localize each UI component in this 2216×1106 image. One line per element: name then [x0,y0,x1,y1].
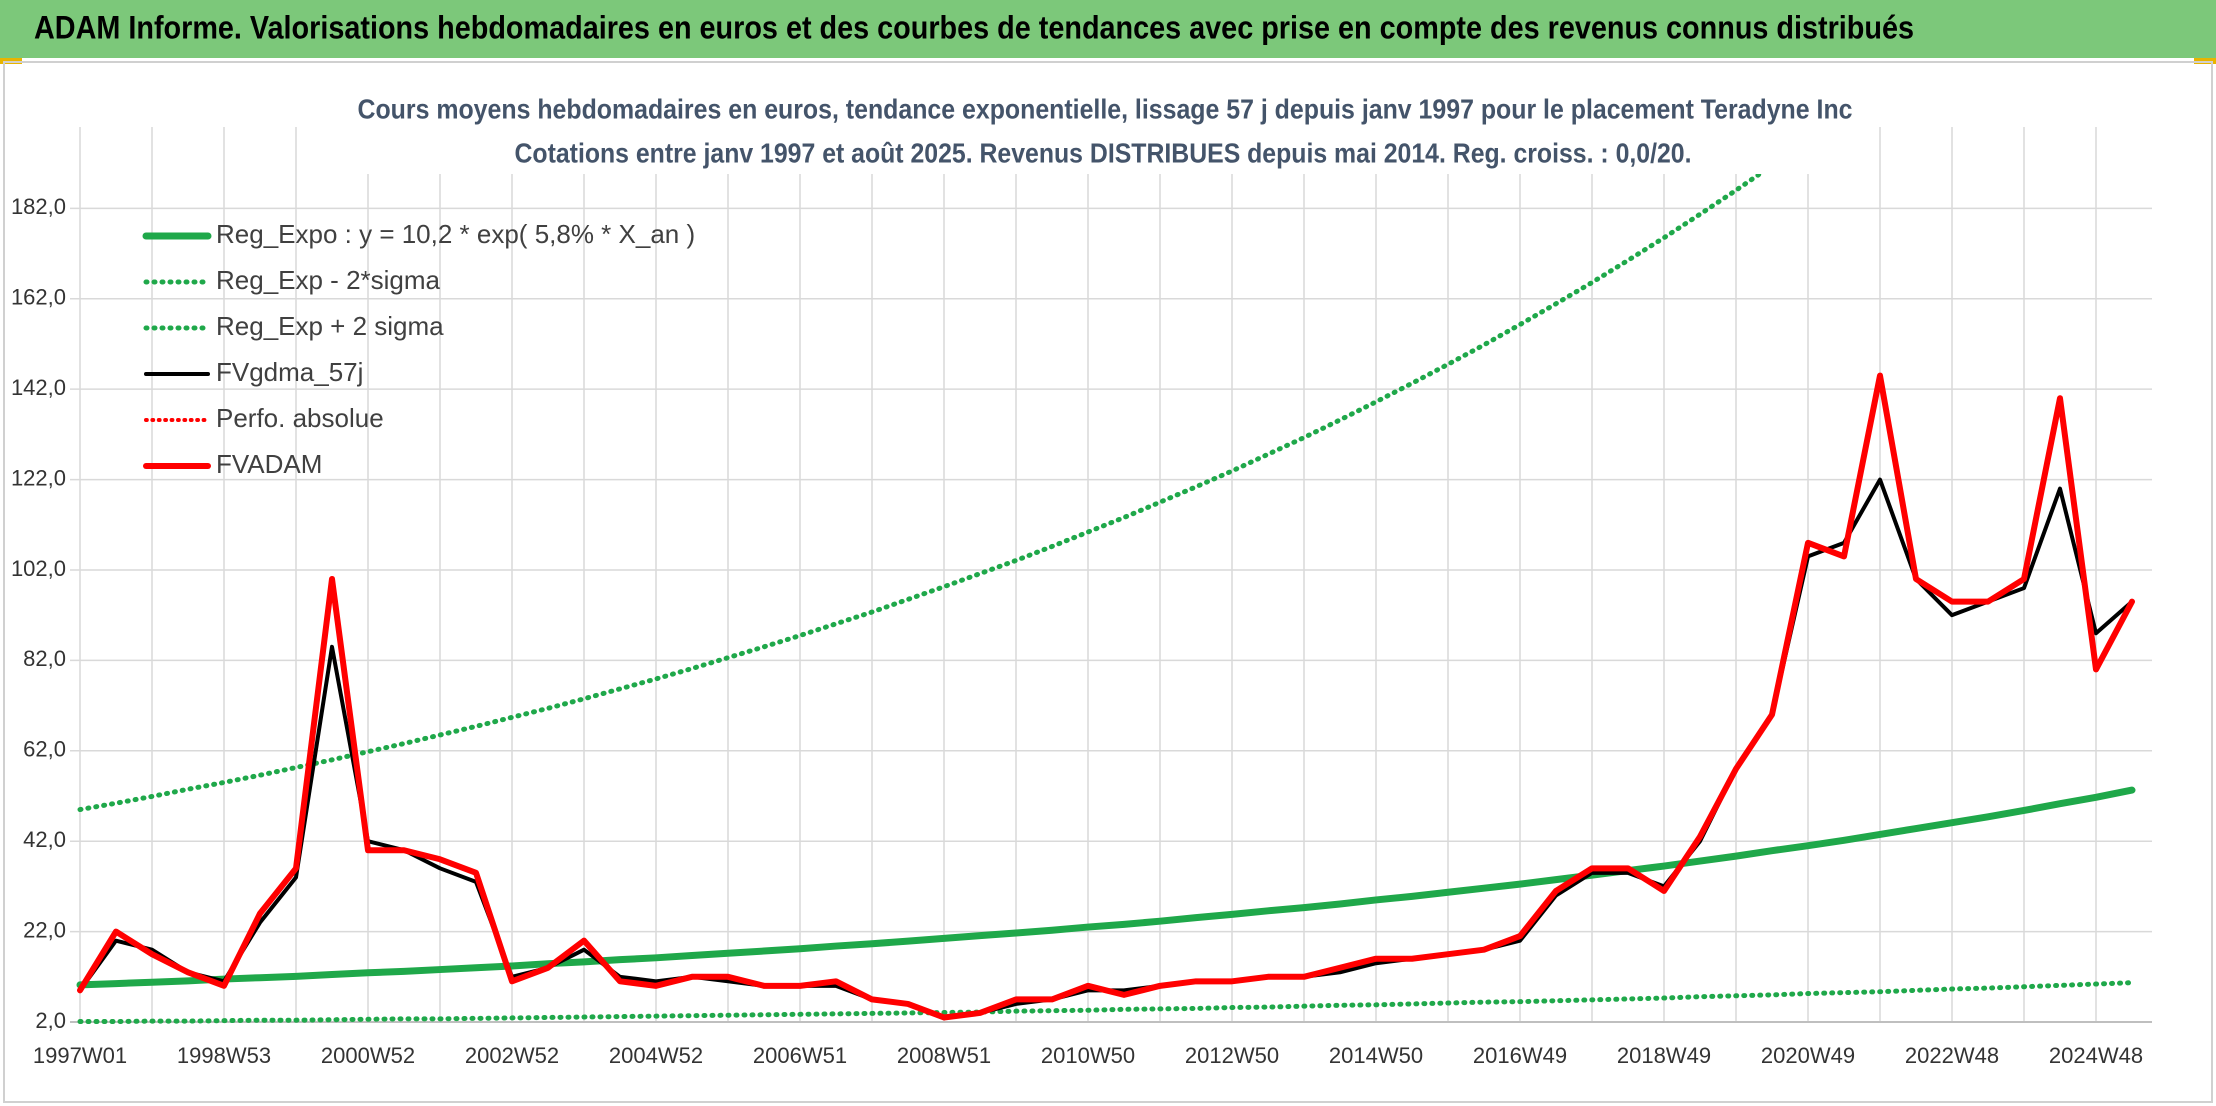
header: ADAM Informe. Valorisations hebdomadaire… [34,9,1914,45]
y-tick-label: 82,0 [23,646,66,671]
x-tick-label: 2006W51 [753,1043,847,1068]
x-tick-label: 2004W52 [609,1043,703,1068]
x-tick-label: 2022W48 [1905,1043,1999,1068]
y-tick-label: 182,0 [11,194,66,219]
x-tick-label: 2024W48 [2049,1043,2143,1068]
title-box [350,90,1860,174]
y-tick-label: 162,0 [11,285,66,310]
header-bar [0,0,2216,58]
x-tick-label: 1998W53 [177,1043,271,1068]
y-tick-label: 102,0 [11,556,66,581]
chart-title: Cours moyens hebdomadaires en euros, ten… [358,93,1853,124]
series-line [76,786,2136,989]
x-tick-label: 2014W50 [1329,1043,1423,1068]
plot: 1997W01 1998W53 2000W52 2002W52 2004W52 2006W… [11,127,2152,1068]
legend-label: FVADAM [216,449,322,479]
legend: Reg_Expo : y = 10,2 * exp( 5,8% * X_an )… [142,219,695,479]
y-tick-label: 22,0 [23,917,66,942]
y-tick-label: 2,0 [35,1008,66,1033]
y-tick-label: 42,0 [23,827,66,852]
legend-label: Reg_Exp + 2 sigma [216,311,444,341]
y-tick-label: 122,0 [11,465,66,490]
x-tick-label: 2008W51 [897,1043,991,1068]
legend-label: Perfo. absolue [216,403,384,433]
legend-label: Reg_Expo : y = 10,2 * exp( 5,8% * X_an ) [216,219,695,249]
legend-label: FVgdma_57j [216,357,363,387]
x-tick-label: 2012W50 [1185,1043,1279,1068]
chart-subtitle: Cotations entre janv 1997 et août 2025. … [515,137,1692,168]
legend-label: Reg_Exp - 2*sigma [216,265,441,295]
frame [3,61,2213,1103]
x-tick-label: 2018W49 [1617,1043,1711,1068]
x-tick-label: 2000W52 [321,1043,415,1068]
y-tick-label: 62,0 [23,737,66,762]
x-tick-label: 2010W50 [1041,1043,1135,1068]
x-tick-label: 2016W49 [1473,1043,1567,1068]
x-tick-label: 1997W01 [33,1043,127,1068]
series-line [77,372,2135,1021]
x-tick-label: 2020W49 [1761,1043,1855,1068]
y-tick-label: 142,0 [11,375,66,400]
x-tick-label: 2002W52 [465,1043,559,1068]
series-line [77,980,2135,1025]
